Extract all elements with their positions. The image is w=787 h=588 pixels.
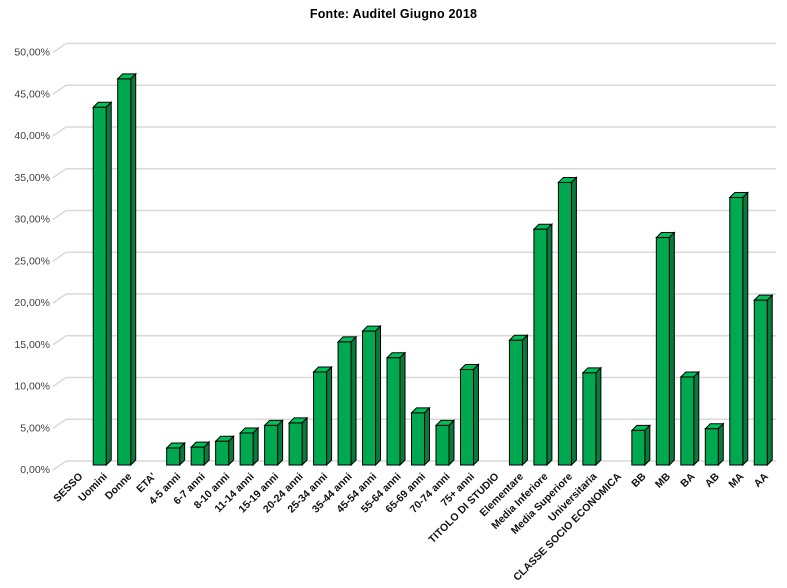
bar-65-69-anni — [411, 412, 425, 466]
bar-ab — [704, 428, 719, 466]
bar-side-elementare — [521, 334, 528, 467]
bar-side-universitaria — [595, 366, 602, 467]
gridline-tick-15 — [52, 335, 67, 346]
y-tick-5: 5,00% — [20, 422, 50, 434]
bar-11-14-anni — [239, 432, 254, 466]
y-tick-35: 35,00% — [14, 172, 50, 184]
bar-elementare — [508, 339, 523, 466]
bar-side-bb — [644, 424, 651, 467]
x-label-mb: MB — [653, 470, 673, 490]
bar-ma — [729, 196, 744, 466]
gridline-tick-10 — [52, 376, 67, 388]
bar-side-20-24-anni — [301, 416, 308, 467]
gridline-tick-25 — [52, 251, 67, 262]
bar-70-74-anni — [435, 424, 450, 466]
bar-uomini — [92, 106, 107, 466]
bar-side-media-superiore — [570, 176, 577, 467]
bar-ba — [680, 376, 695, 466]
gridline-tick-30 — [52, 209, 67, 221]
x-label-bb: BB — [629, 470, 649, 490]
bar-side-75-anni — [472, 363, 479, 467]
bar-donne — [117, 78, 132, 466]
x-label-ab: AB — [703, 470, 723, 490]
bar-side-mb — [668, 231, 675, 467]
y-tick-40: 40,00% — [14, 130, 50, 142]
x-label-ma: MA — [726, 470, 746, 490]
y-tick-30: 30,00% — [14, 214, 50, 226]
bar-6-7-anni — [190, 446, 205, 466]
bar-side-donne — [130, 72, 137, 467]
bar-media-superiore — [557, 181, 572, 466]
gridline-tick-50 — [52, 42, 67, 54]
bar-55-64-anni — [386, 357, 401, 466]
bar-side-uomini — [105, 101, 112, 467]
x-label-aa: AA — [752, 470, 772, 490]
gridline-tick-35 — [52, 168, 67, 179]
y-tick-25: 25,00% — [14, 255, 50, 267]
bar-20-24-anni — [288, 422, 303, 466]
bar-side-55-64-anni — [399, 351, 406, 467]
y-tick-0: 0,00% — [20, 464, 50, 476]
y-tick-45: 45,00% — [14, 88, 50, 100]
bar-bb — [631, 429, 646, 466]
bar-side-35-44-anni — [350, 335, 357, 467]
x-label-ba: BA — [678, 470, 698, 490]
bar-media-inferiore — [533, 228, 548, 466]
bar-4-5-anni — [166, 447, 181, 466]
bar-25-34-anni — [313, 371, 328, 466]
bar-75-anni — [459, 368, 474, 466]
gridline-tick-45 — [52, 84, 67, 95]
bar-side-8-10-anni — [228, 435, 235, 467]
bar-side-media-inferiore — [546, 222, 553, 467]
y-tick-50: 50,00% — [14, 47, 50, 59]
gridline-tick-40 — [52, 126, 67, 137]
bar-35-44-anni — [337, 341, 352, 466]
bar-side-ma — [742, 191, 749, 467]
bar-side-65-69-anni — [424, 406, 430, 467]
bar-aa — [753, 299, 768, 466]
y-tick-10: 10,00% — [14, 381, 50, 393]
gridline-tick-5 — [52, 418, 67, 429]
bar-side-ba — [693, 370, 700, 467]
bar-side-45-54-anni — [375, 324, 382, 467]
bar-side-15-19-anni — [277, 419, 284, 467]
bar-side-25-34-anni — [326, 365, 333, 467]
x-label-donne: Donne — [103, 471, 135, 503]
chart-title: Fonte: Auditel Giugno 2018 — [309, 7, 478, 21]
y-tick-20: 20,00% — [14, 297, 50, 309]
bar-universitaria — [582, 372, 597, 466]
gridline-tick-20 — [52, 293, 67, 304]
bar-side-70-74-anni — [448, 419, 455, 467]
bar-45-54-anni — [362, 330, 377, 466]
bar-mb — [655, 237, 670, 466]
y-tick-15: 15,00% — [14, 339, 50, 351]
gridline-tick-0 — [52, 460, 67, 471]
bar-side-aa — [766, 293, 773, 467]
bar-8-10-anni — [215, 440, 230, 466]
bar-side-ab — [717, 422, 724, 467]
bar-15-19-anni — [264, 424, 279, 466]
bar-side-11-14-anni — [252, 426, 259, 467]
